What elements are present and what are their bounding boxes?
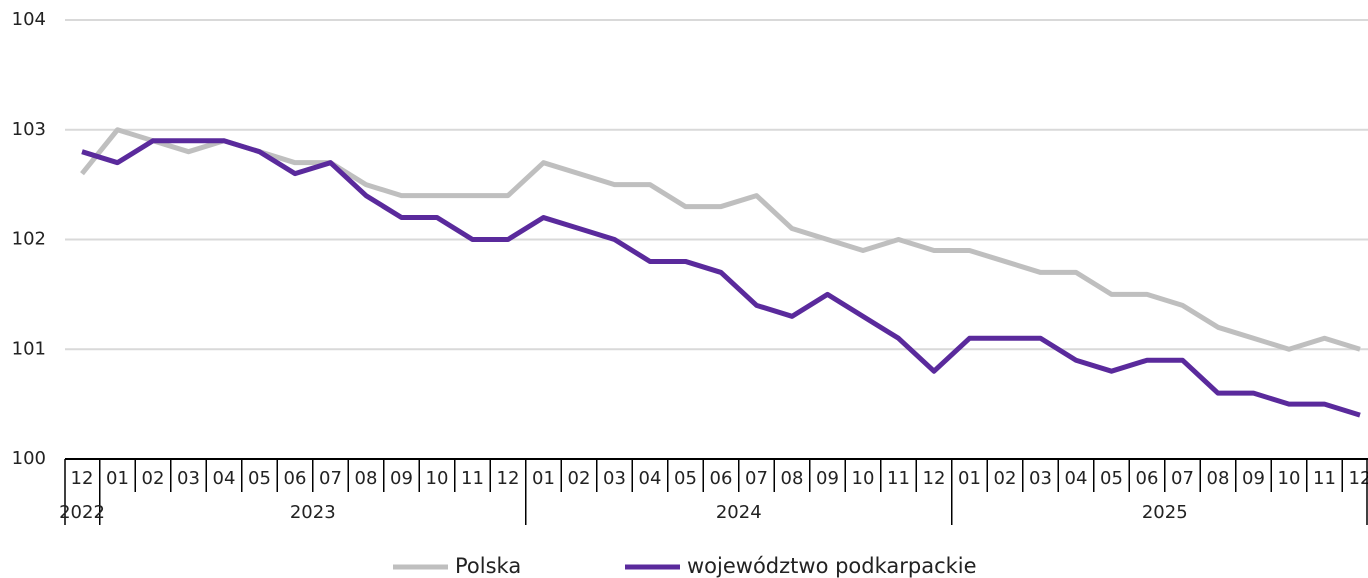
x-tick-label: 11 — [1313, 468, 1336, 489]
x-tick-label: 11 — [461, 468, 484, 489]
legend-label: Polska — [455, 554, 521, 578]
x-group-label: 2024 — [716, 502, 762, 523]
x-tick-label: 08 — [355, 468, 378, 489]
x-tick-label: 11 — [887, 468, 910, 489]
x-tick-label: 09 — [390, 468, 413, 489]
x-tick-label: 05 — [248, 468, 271, 489]
series-line — [80, 127, 1361, 352]
y-tick-label: 104 — [12, 9, 46, 30]
y-tick-label: 102 — [12, 229, 46, 250]
x-tick-label: 02 — [142, 468, 165, 489]
x-tick-label: 12 — [497, 468, 520, 489]
x-tick-label: 12 — [923, 468, 946, 489]
series-line — [81, 138, 1361, 418]
x-tick-label: 06 — [710, 468, 733, 489]
x-tick-label: 10 — [1278, 468, 1301, 489]
x-group-label: 2023 — [290, 502, 336, 523]
x-tick-label: 08 — [781, 468, 804, 489]
x-tick-label: 02 — [568, 468, 591, 489]
x-tick-label: 05 — [1100, 468, 1123, 489]
x-tick-label: 12 — [1349, 468, 1368, 489]
y-tick-label: 101 — [12, 338, 46, 359]
x-tick-label: 01 — [106, 468, 129, 489]
x-tick-label: 03 — [603, 468, 626, 489]
legend-label: województwo podkarpackie — [687, 554, 977, 578]
x-tick-label: 04 — [1065, 468, 1088, 489]
x-tick-label: 05 — [674, 468, 697, 489]
x-tick-label: 01 — [958, 468, 981, 489]
x-tick-label: 01 — [532, 468, 555, 489]
x-tick-label: 07 — [319, 468, 342, 489]
x-tick-label: 07 — [1171, 468, 1194, 489]
y-tick-label: 100 — [12, 448, 46, 469]
x-group-label: 2025 — [1142, 502, 1188, 523]
x-tick-label: 06 — [1136, 468, 1159, 489]
x-group-label: 2022 — [59, 502, 105, 523]
x-tick-label: 08 — [1207, 468, 1230, 489]
x-tick-label: 10 — [852, 468, 875, 489]
x-tick-label: 03 — [177, 468, 200, 489]
x-tick-label: 02 — [994, 468, 1017, 489]
x-tick-label: 09 — [1242, 468, 1265, 489]
x-tick-label: 10 — [426, 468, 449, 489]
x-tick-label: 04 — [639, 468, 662, 489]
x-tick-label: 04 — [213, 468, 236, 489]
x-tick-label: 09 — [816, 468, 839, 489]
x-tick-label: 06 — [284, 468, 307, 489]
x-tick-label: 07 — [745, 468, 768, 489]
x-tick-label: 12 — [71, 468, 94, 489]
x-tick-label: 03 — [1029, 468, 1052, 489]
y-tick-label: 103 — [12, 119, 46, 140]
